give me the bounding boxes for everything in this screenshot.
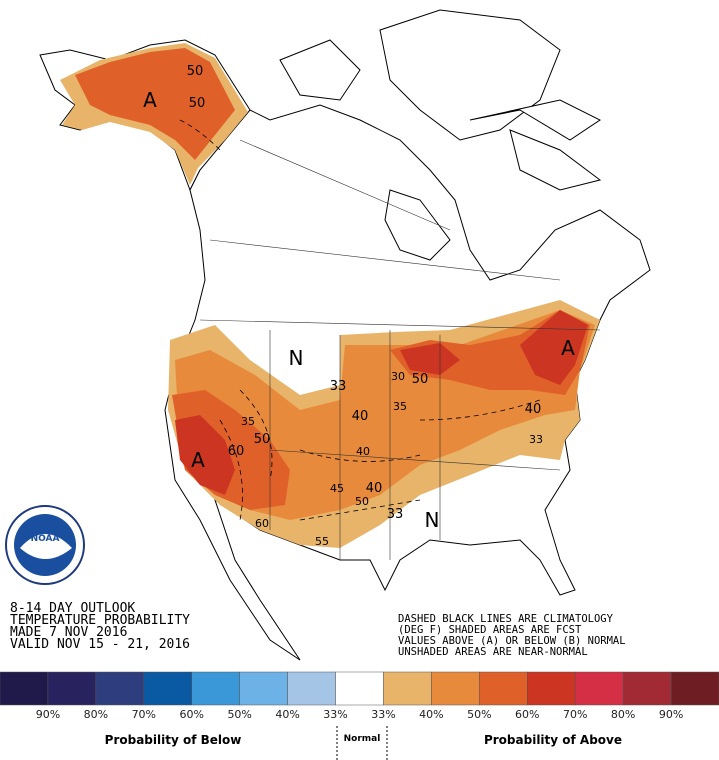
legend-label: 80% [611, 708, 635, 721]
legend-swatch [335, 671, 384, 706]
map-label: 40 [356, 445, 370, 458]
climatology-line [299, 499, 421, 521]
map-label: A [191, 448, 205, 472]
legend-label: 40% [275, 708, 299, 721]
map-label: 30 [391, 370, 405, 383]
border [239, 139, 451, 231]
map-label: 60 [228, 444, 245, 459]
note-line: VALUES ABOVE (A) OR BELOW (B) NORMAL [398, 635, 626, 647]
legend-swatch [287, 671, 336, 706]
header-line: 8-14 DAY OUTLOOK [10, 601, 135, 616]
border [209, 239, 561, 281]
legend-label: 90% [36, 708, 60, 721]
legend-label: 90% [659, 708, 683, 721]
climatology-line [179, 119, 221, 151]
legend-label: 50% [227, 708, 251, 721]
land [384, 189, 451, 261]
legend-label: 80% [84, 708, 108, 721]
map-label: 33 [330, 379, 347, 394]
legend-swatch [574, 671, 624, 706]
header-line: VALID NOV 15 - 21, 2016 [10, 637, 190, 652]
header-line: TEMPERATURE PROBABILITY [10, 613, 190, 628]
climatology-line [239, 389, 273, 481]
legend-label: 70% [132, 708, 156, 721]
legend-above: Probability of Above [484, 733, 622, 747]
legend-swatch [143, 671, 192, 706]
map-label: 55 [315, 535, 329, 548]
map-label: 40 [525, 402, 542, 417]
land [279, 39, 361, 101]
legend-below: Probability of Below [105, 733, 242, 747]
map-label: 40 [366, 481, 383, 496]
note-line: (DEG F) SHADED AREAS ARE FCST [398, 624, 582, 636]
forecast-area [175, 415, 235, 495]
border [269, 449, 561, 471]
legend-label: 60% [515, 708, 539, 721]
legend-swatch [47, 671, 97, 706]
legend-swatch [670, 671, 719, 706]
note-line: UNSHADED AREAS ARE NEAR-NORMAL [398, 646, 588, 658]
legend-label: 50% [467, 708, 491, 721]
legend-swatch [383, 671, 432, 706]
map-label: 35 [393, 400, 407, 413]
forecast-area [400, 343, 460, 375]
legend-label: 70% [563, 708, 587, 721]
climatology-line [219, 419, 243, 521]
legend-swatch [0, 671, 49, 706]
legend-swatch [527, 671, 576, 706]
forecast-area [75, 48, 235, 160]
climatology-line [299, 449, 421, 462]
logo-bird [20, 534, 72, 559]
legend-swatch [622, 671, 672, 706]
legend-swatch [191, 671, 240, 706]
border [199, 319, 601, 331]
land [509, 129, 602, 191]
legend-normal: Normal [344, 734, 381, 744]
climatology-line [419, 399, 541, 421]
legend-swatch [431, 671, 480, 706]
map-label: 50 [254, 432, 271, 447]
map-label: N [289, 346, 304, 370]
map-label: 60 [255, 517, 269, 530]
legend-swatch [479, 671, 528, 706]
map-label: N [425, 508, 440, 532]
map-label: A [561, 336, 575, 360]
logo-text: NOAA [31, 534, 60, 544]
header-line: MADE 7 NOV 2016 [10, 625, 127, 640]
legend-label: 60% [180, 708, 204, 721]
legend-label: 33% [371, 708, 395, 721]
legend-label: 40% [419, 708, 443, 721]
map-label: 35 [241, 415, 255, 428]
land [379, 9, 561, 141]
map-label: 50 [187, 64, 204, 79]
map-label: 50 [355, 495, 369, 508]
legend-swatch [239, 671, 288, 706]
legend-label: 33% [323, 708, 347, 721]
forecast-area [520, 310, 588, 385]
map-label: 45 [330, 482, 344, 495]
legend-swatch [95, 671, 145, 706]
map-label: 40 [352, 409, 369, 424]
map-label: 33 [529, 433, 543, 446]
map-label: A [143, 88, 157, 112]
map-label: 33 [387, 507, 404, 522]
map-label: 50 [412, 372, 429, 387]
land [469, 99, 601, 141]
map-label: 50 [189, 96, 206, 111]
note-line: DASHED BLACK LINES ARE CLIMATOLOGY [398, 613, 614, 625]
